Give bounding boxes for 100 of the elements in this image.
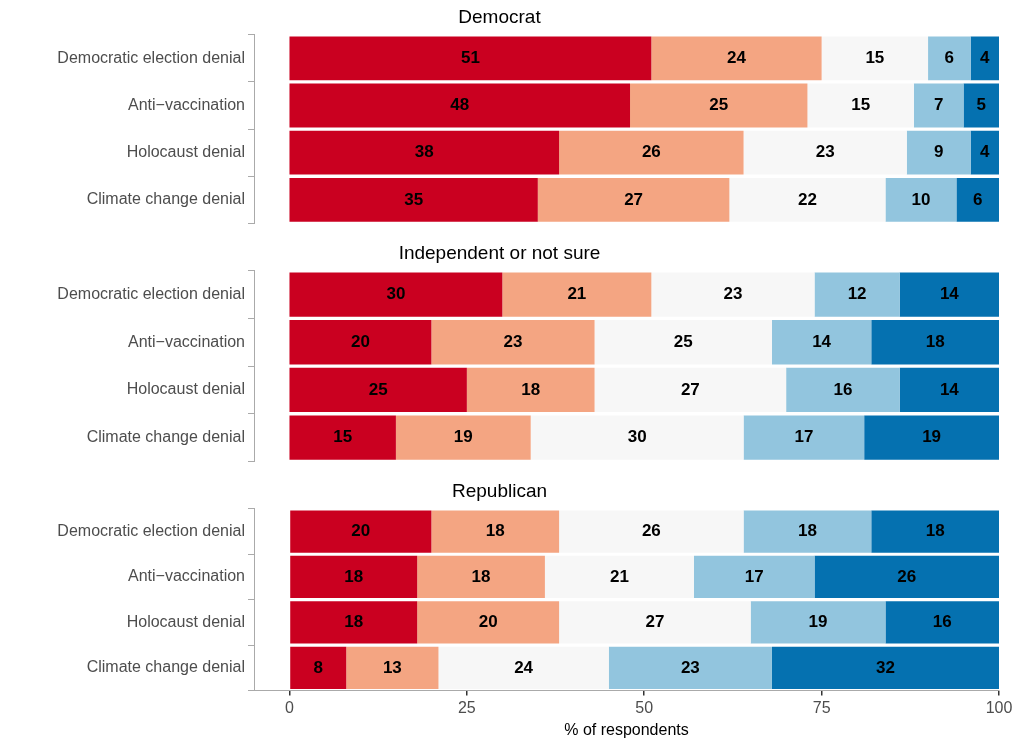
y-tick-label: Holocaust denial [126,380,245,398]
bar [346,646,439,690]
data-label: 6 [972,189,983,209]
bar [559,601,751,644]
data-label: 19 [808,612,828,632]
bar [289,415,396,460]
data-label: 19 [453,427,473,447]
data-label: 18 [797,521,817,541]
data-label: 38 [414,142,434,162]
data-label: 24 [727,48,747,68]
bar [289,367,467,413]
data-label: 15 [851,95,871,115]
x-tick-label: 100 [985,698,1013,716]
data-label: 27 [624,189,644,209]
bar [956,177,999,222]
data-label: 17 [744,566,764,586]
data-label: 9 [933,142,944,162]
data-label: 35 [404,189,424,209]
x-tick-label: 0 [285,698,295,716]
data-label: 15 [333,427,353,447]
bar [608,646,772,690]
x-axis-title: % of respondents [564,720,689,738]
bar [289,320,432,365]
data-label: 23 [815,142,835,162]
data-label: 6 [944,48,955,68]
data-label: 17 [794,427,814,447]
data-label: 20 [350,331,370,351]
data-label: 16 [833,379,853,399]
y-tick-label: Anti−vaccination [128,567,245,585]
y-tick-label: Holocaust denial [126,612,245,630]
x-tick-label: 75 [812,698,831,716]
y-tick-label: Anti−vaccination [128,332,245,350]
data-label: 18 [521,379,541,399]
data-label: 18 [925,521,945,541]
y-tick-label: Democratic election denial [57,48,245,66]
bar [289,83,631,128]
bar [771,646,999,690]
data-label: 14 [939,379,960,399]
bar [970,36,999,81]
data-label: 14 [939,284,960,304]
bar [417,601,560,644]
bar [290,555,418,599]
y-tick-label: Climate change denial [86,190,245,208]
bar [289,272,503,317]
bar [289,177,538,222]
data-label: 25 [709,95,729,115]
chart-title: Independent or not sure [398,241,601,263]
data-label: 23 [723,284,743,304]
data-label: 7 [933,95,944,115]
data-label: 20 [351,521,371,541]
data-label: 18 [485,521,505,541]
x-tick-label: 50 [635,698,654,716]
bar [290,510,432,553]
bar [750,601,886,644]
data-label: 12 [847,284,867,304]
data-label: 30 [386,284,406,304]
bar [899,367,999,413]
bar [290,646,347,690]
bar [885,601,999,644]
y-tick-label: Democratic election denial [57,285,245,303]
data-label: 51 [460,48,480,68]
data-label: 27 [680,379,700,399]
bar [899,272,999,317]
bar [290,601,418,644]
data-label: 32 [876,657,895,677]
data-label: 16 [932,612,952,632]
data-label: 4 [980,48,991,68]
chart-title: Democrat [458,5,542,27]
y-tick-label: Anti−vaccination [128,95,245,113]
data-label: 24 [514,657,534,677]
y-tick-label: Climate change denial [86,427,245,445]
data-label: 5 [976,95,986,115]
bar [864,415,999,460]
data-label: 14 [812,331,832,351]
data-label: 48 [450,95,470,115]
data-label: 23 [680,657,700,677]
bar [814,555,999,599]
data-label: 18 [925,331,945,351]
bar [871,320,999,365]
data-label: 26 [641,142,661,162]
data-label: 27 [645,612,665,632]
bar [289,130,560,175]
data-label: 23 [503,331,523,351]
chart-title: Republican [451,479,548,501]
data-label: 10 [911,189,931,209]
data-label: 20 [478,612,498,632]
bar [963,83,999,128]
bar [871,510,999,553]
data-label: 21 [567,284,587,304]
data-label: 18 [471,566,491,586]
data-label: 19 [922,427,942,447]
y-tick-label: Climate change denial [86,658,245,676]
x-tick-label: 25 [457,698,476,716]
y-tick-label: Democratic election denial [57,521,245,539]
data-label: 21 [609,566,629,586]
data-label: 30 [627,427,647,447]
y-tick-label: Holocaust denial [126,143,245,161]
data-label: 18 [344,612,364,632]
bar [970,130,999,175]
data-label: 18 [344,566,364,586]
